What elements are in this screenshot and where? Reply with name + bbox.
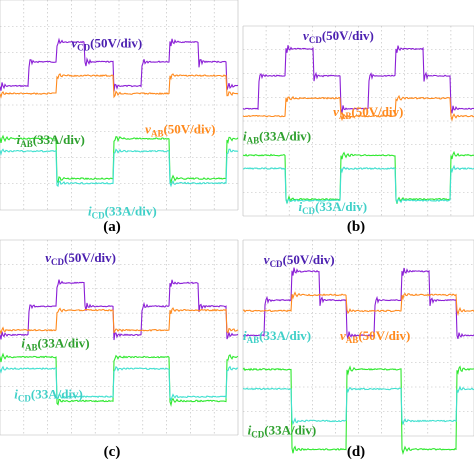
channel-label-vAB: vAB(50V/div) xyxy=(340,328,410,345)
channel-label-iAB: iAB(33A/div) xyxy=(243,328,311,345)
channel-label-iAB: iAB(33A/div) xyxy=(17,132,85,149)
trace-vAB xyxy=(0,307,239,335)
channel-label-iCD: iCD(33A/div) xyxy=(248,422,317,439)
trace-iAB xyxy=(242,365,474,456)
trace-iCD xyxy=(0,365,239,402)
channel-label-iCD: iCD(33A/div) xyxy=(14,386,83,403)
trace-iCD xyxy=(242,164,474,205)
panel-c: vCD(50V/div) iAB(33A/div) iCD(33A/div) xyxy=(0,239,239,436)
trace-vCD xyxy=(0,37,239,92)
channel-label-vAB: vAB(50V/div) xyxy=(333,104,403,121)
panel-c-caption: (c) xyxy=(104,444,121,460)
channel-label-iAB: iAB(33A/div) xyxy=(21,336,89,353)
channel-label-vCD: vCD(50V/div) xyxy=(303,28,374,45)
trace-iAB xyxy=(0,134,239,185)
channel-label-iCD: iCD(33A/div) xyxy=(88,204,157,221)
channel-label-iAB: iAB(33A/div) xyxy=(243,129,311,146)
channel-label-vCD: vCD(50V/div) xyxy=(71,36,142,53)
panel-d-caption: (d) xyxy=(347,444,365,460)
trace-vCD xyxy=(242,45,474,114)
trace-vAB xyxy=(242,94,474,122)
trace-vCD xyxy=(0,279,239,341)
trace-vCD xyxy=(242,267,474,340)
panel-a: vCD(50V/div) vAB(50V/div) iAB(33A/div) iCD(… xyxy=(0,0,239,221)
panel-b: vCD(50V/div) vAB(50V/div) iAB(33A/div) iCD(… xyxy=(242,25,474,217)
trace-iAB xyxy=(0,352,239,408)
channel-label-vCD: vCD(50V/div) xyxy=(45,250,116,267)
trace-vAB xyxy=(242,291,474,317)
trace-vAB xyxy=(0,72,239,99)
channel-label-vAB: vAB(50V/div) xyxy=(145,122,215,139)
trace-iCD xyxy=(0,148,239,188)
panel-d: vCD(50V/div) iAB(33A/div) vAB(50V/div) iCD(… xyxy=(242,239,474,456)
panel-b-caption: (b) xyxy=(347,219,365,235)
channel-label-vCD: vCD(50V/div) xyxy=(264,252,335,269)
panel-a-caption: (a) xyxy=(103,219,121,235)
channel-label-iCD: iCD(33A/div) xyxy=(298,199,367,216)
trace-iCD xyxy=(242,385,474,426)
trace-iAB xyxy=(243,150,474,204)
